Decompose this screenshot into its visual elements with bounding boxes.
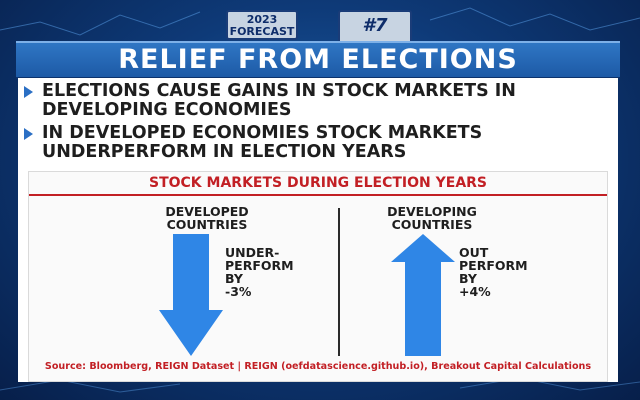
- bullet-line: ELECTIONS CAUSE GAINS IN STOCK MARKETS I…: [42, 81, 516, 101]
- badge-forecast: FORECAST: [229, 25, 295, 38]
- down-arrow-shape: [159, 234, 223, 356]
- bullet-line: UNDERPERFORM IN ELECTION YEARS: [42, 142, 407, 162]
- developed-label-line: BY: [225, 271, 243, 286]
- bullet-line: DEVELOPING ECONOMIES: [42, 100, 292, 120]
- forecast-year-badge: 2023 FORECAST: [226, 10, 298, 40]
- election-diagram: STOCK MARKETS DURING ELECTION YEARS DEVE…: [28, 171, 608, 382]
- developed-label-line: PERFORM: [225, 258, 294, 273]
- developing-label: OUT PERFORM BY +4%: [459, 246, 528, 298]
- developed-label-line: -3%: [225, 284, 252, 299]
- developing-label-line: +4%: [459, 284, 491, 299]
- bullet-line: IN DEVELOPED ECONOMIES STOCK MARKETS: [42, 123, 483, 143]
- diagram-title: STOCK MARKETS DURING ELECTION YEARS: [29, 172, 607, 196]
- triangle-bullet-icon: [24, 86, 33, 98]
- up-arrow-shape: [391, 234, 455, 356]
- bullet-text: ELECTIONS CAUSE GAINS IN STOCK MARKETS I…: [24, 82, 617, 120]
- triangle-bullet-icon: [24, 128, 33, 140]
- developing-label-line: OUT: [459, 245, 489, 260]
- developing-label-line: PERFORM: [459, 258, 528, 273]
- forecast-number-badge: #7: [338, 10, 412, 44]
- developed-label-line: UNDER-: [225, 245, 280, 260]
- bullet-item: IN DEVELOPED ECONOMIES STOCK MARKETS UND…: [24, 124, 617, 162]
- bullet-text: IN DEVELOPED ECONOMIES STOCK MARKETS UND…: [24, 124, 617, 162]
- developed-heading-line: DEVELOPED: [165, 204, 249, 219]
- developing-heading-line: DEVELOPING: [387, 204, 477, 219]
- badge-year: 2023: [246, 13, 278, 26]
- source-note: Source: Bloomberg, REIGN Dataset | REIGN…: [44, 361, 592, 372]
- developed-heading: DEVELOPED COUNTRIES: [147, 205, 267, 231]
- down-arrow-icon: [159, 234, 223, 356]
- developed-heading-line: COUNTRIES: [166, 217, 248, 232]
- bullet-item: ELECTIONS CAUSE GAINS IN STOCK MARKETS I…: [24, 82, 617, 120]
- developed-label: UNDER- PERFORM BY -3%: [225, 246, 294, 298]
- content-panel: ELECTIONS CAUSE GAINS IN STOCK MARKETS I…: [18, 78, 618, 382]
- column-divider: [338, 208, 340, 356]
- developing-heading: DEVELOPING COUNTRIES: [367, 205, 497, 231]
- developing-heading-line: COUNTRIES: [391, 217, 473, 232]
- page-title: RELIEF FROM ELECTIONS: [16, 41, 620, 79]
- up-arrow-icon: [391, 234, 455, 356]
- developing-label-line: BY: [459, 271, 477, 286]
